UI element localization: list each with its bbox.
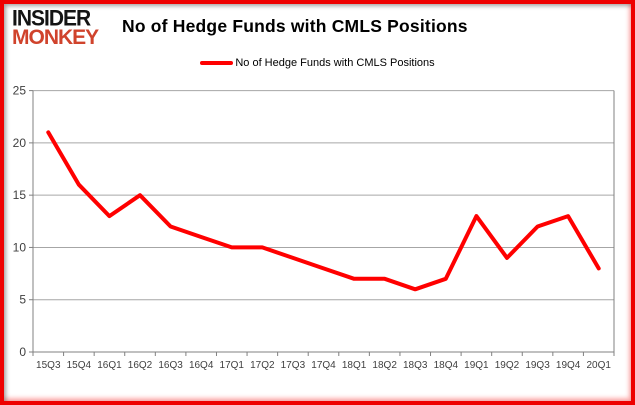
x-tick-label: 15Q3: [36, 360, 61, 371]
x-tick-label: 18Q4: [434, 360, 459, 371]
x-tick-label: 18Q2: [372, 360, 397, 371]
series-line-hedge-funds: [46, 130, 601, 292]
x-tick-label: 17Q1: [220, 360, 245, 371]
insider-monkey-logo: INSIDER MONKEY: [12, 6, 99, 50]
x-tick-label: 19Q2: [495, 360, 520, 371]
y-tick-label: 15: [13, 188, 27, 202]
x-tick-label: 16Q3: [158, 360, 183, 371]
y-tick-label: 0: [19, 345, 26, 359]
x-tick-label: 19Q1: [464, 360, 489, 371]
legend-label: No of Hedge Funds with CMLS Positions: [235, 57, 435, 69]
x-tick-label: 16Q1: [97, 360, 122, 371]
x-tick-label: 15Q4: [67, 360, 92, 371]
x-tick-label: 17Q4: [311, 360, 336, 371]
x-tick-label: 18Q3: [403, 360, 428, 371]
legend-line-swatch-icon: [200, 61, 234, 65]
x-tick-label: 19Q4: [556, 360, 581, 371]
chart-title: No of Hedge Funds with CMLS Positions: [122, 16, 468, 36]
x-tick-label: 19Q3: [525, 360, 550, 371]
x-tick-label: 16Q4: [189, 360, 214, 371]
x-tick-label: 18Q1: [342, 360, 367, 371]
x-tick-label: 17Q3: [281, 360, 306, 371]
y-tick-label: 20: [13, 136, 27, 150]
y-tick-label: 10: [13, 240, 27, 254]
chart-legend: No of Hedge Funds with CMLS Positions: [0, 57, 635, 69]
x-tick-label: 16Q2: [128, 360, 153, 371]
x-tick-label: 20Q1: [586, 360, 611, 371]
y-tick-label: 25: [13, 84, 27, 98]
x-tick-label: 17Q2: [250, 360, 275, 371]
logo-word-insider: INSIDER: [12, 6, 91, 31]
y-tick-label: 5: [19, 293, 26, 307]
logo-word-monkey: MONKEY: [12, 26, 99, 50]
line-chart: 0 5 10 15 20 25 15Q3 15Q4 16Q1 16Q2 16Q3 16Q4 17Q1 17…: [13, 84, 615, 371]
